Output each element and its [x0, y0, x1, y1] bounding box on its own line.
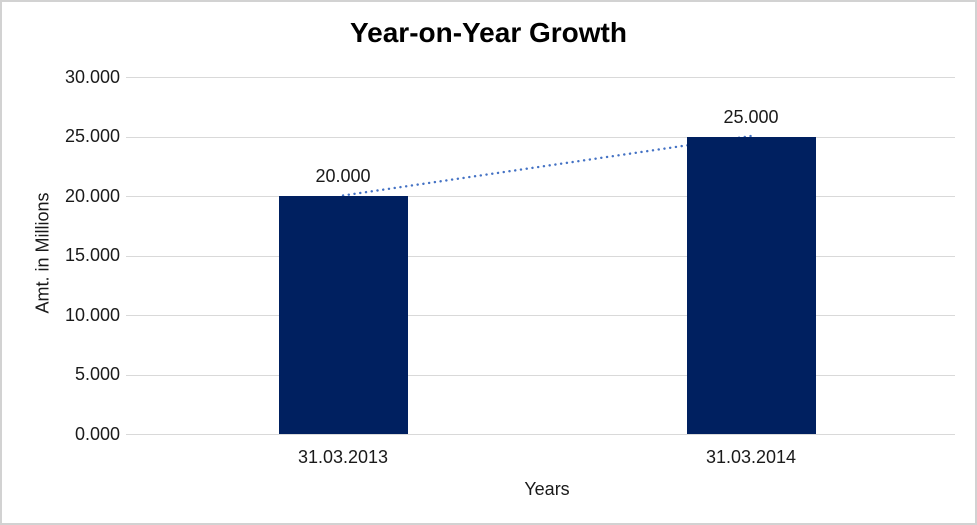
bar	[278, 196, 408, 434]
gridline	[139, 196, 955, 197]
y-tick-mark	[126, 136, 139, 138]
gridline	[139, 315, 955, 316]
gridline	[139, 77, 955, 78]
x-axis-title: Years	[524, 479, 570, 499]
y-tick-label: 5.000	[74, 364, 120, 384]
y-tick-label: 30.000	[64, 66, 120, 87]
y-tick-mark	[126, 315, 139, 316]
x-tick-label: 31.03.2014	[705, 447, 797, 467]
bar	[686, 136, 816, 434]
y-tick-mark	[126, 196, 139, 197]
chart-title: Year-on-Year Growth	[350, 17, 627, 48]
gridline	[139, 374, 955, 376]
x-tick-label: 31.03.2013	[297, 447, 389, 467]
y-tick-label: 15.000	[64, 245, 120, 265]
data-label: 25.000	[723, 106, 779, 127]
y-tick-mark	[126, 374, 139, 376]
gridline	[139, 136, 955, 138]
y-tick-mark	[126, 434, 139, 435]
y-tick-label: 10.000	[64, 304, 120, 325]
y-tick-label: 20.000	[64, 185, 120, 206]
y-tick-label: 0.000	[74, 423, 120, 444]
y-tick-mark	[126, 77, 139, 78]
gridline	[139, 434, 955, 435]
data-label: 20.000	[315, 166, 371, 186]
plot-area	[139, 77, 955, 435]
gridline	[139, 255, 955, 257]
y-tick-mark	[126, 255, 139, 257]
y-tick-label: 25.000	[64, 126, 120, 146]
